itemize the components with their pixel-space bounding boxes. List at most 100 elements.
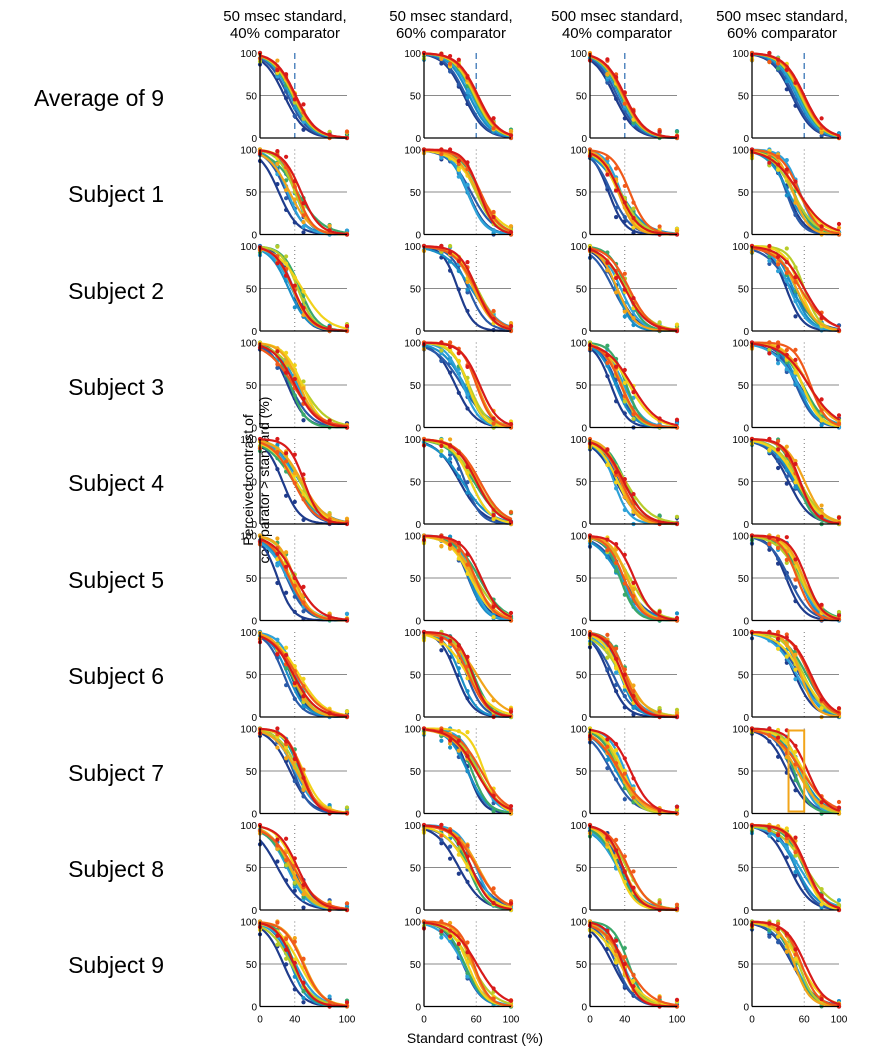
data-point [605, 156, 610, 161]
data-point [275, 837, 280, 842]
y-tick-label: 50 [410, 285, 422, 296]
data-point [793, 347, 798, 352]
data-point [605, 935, 610, 940]
data-point [456, 871, 461, 876]
data-point [605, 462, 610, 468]
data-point [456, 548, 461, 553]
data-point [614, 480, 619, 485]
data-point [456, 390, 461, 395]
data-point [776, 940, 781, 945]
data-point [456, 358, 461, 363]
data-point [657, 416, 662, 421]
data-point [465, 864, 470, 870]
data-point [767, 447, 772, 453]
y-tick-label: 50 [738, 671, 750, 682]
data-point [622, 687, 627, 693]
data-point [439, 255, 444, 260]
data-point [622, 399, 627, 404]
data-point [631, 206, 636, 211]
data-point [631, 885, 636, 890]
y-tick-label: 0 [415, 424, 421, 435]
data-point [327, 994, 332, 999]
y-tick-label: 0 [581, 810, 587, 821]
data-point [614, 560, 619, 566]
y-tick-label: 100 [404, 918, 421, 929]
data-point [275, 580, 280, 586]
data-point [292, 939, 297, 944]
data-point [284, 196, 289, 201]
y-tick-label: 50 [738, 381, 750, 392]
data-point [439, 358, 444, 364]
data-point [793, 299, 798, 304]
data-point [508, 510, 514, 515]
data-point [793, 749, 798, 754]
data-point [439, 822, 444, 828]
data-point [292, 471, 297, 476]
fit-curve [750, 824, 841, 909]
data-point [614, 205, 619, 210]
column-title: 50 msec standard, 60% comparator [389, 8, 513, 42]
data-point [767, 828, 772, 833]
data-point [793, 952, 798, 957]
y-tick-label: 0 [581, 134, 587, 145]
data-point [439, 340, 444, 345]
y-tick-label: 100 [570, 725, 587, 736]
data-point [793, 265, 798, 270]
data-point [674, 804, 680, 809]
data-point [793, 480, 798, 485]
data-point [793, 211, 798, 217]
data-point [292, 664, 297, 669]
data-point [784, 576, 789, 581]
data-point [793, 97, 798, 102]
y-tick-label: 100 [732, 49, 749, 60]
fit-curve [422, 439, 513, 520]
data-point [819, 893, 824, 898]
data-point [793, 599, 798, 604]
y-tick-label: 0 [743, 810, 749, 821]
data-point [605, 268, 610, 273]
data-point [448, 443, 453, 448]
data-point [508, 804, 514, 809]
data-point [456, 841, 461, 846]
data-point [836, 706, 842, 711]
y-tick-label: 50 [410, 381, 422, 392]
data-point [327, 521, 332, 526]
data-point [292, 779, 297, 784]
data-point [784, 158, 789, 163]
row-label: Average of 9 [33, 85, 164, 111]
data-point [674, 997, 680, 1003]
data-point [836, 413, 842, 418]
data-point [631, 705, 636, 710]
data-point [284, 350, 289, 355]
fit-curve [422, 438, 513, 522]
data-point [439, 929, 444, 934]
data-point [275, 244, 280, 249]
data-point [674, 514, 680, 519]
y-tick-label: 0 [415, 713, 421, 724]
data-point [292, 987, 297, 992]
data-point [784, 826, 789, 831]
data-point [292, 275, 297, 280]
data-point [301, 676, 306, 681]
data-point [491, 308, 496, 314]
row-label: Subject 4 [68, 470, 164, 496]
data-point [614, 938, 619, 943]
data-point [622, 756, 627, 761]
data-point [284, 739, 289, 744]
data-point [439, 51, 444, 56]
data-point [301, 609, 306, 614]
data-point [614, 275, 619, 281]
fit-curve [422, 631, 513, 718]
y-tick-label: 100 [404, 532, 421, 543]
data-point [284, 493, 289, 498]
data-point [456, 351, 461, 356]
data-point [465, 970, 470, 975]
data-point [622, 667, 627, 672]
y-tick-label: 100 [404, 435, 421, 446]
column-title: 500 msec standard, 60% comparator [716, 8, 848, 42]
data-point [439, 61, 444, 66]
data-point [776, 344, 781, 349]
fit-curve [422, 921, 513, 1003]
data-point [793, 645, 798, 651]
data-point [776, 545, 781, 551]
